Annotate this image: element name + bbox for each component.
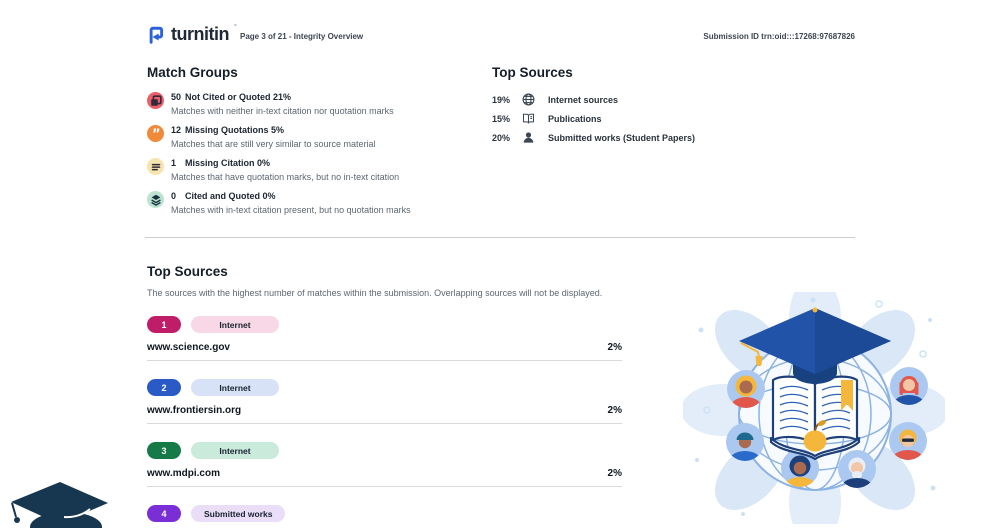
quotes-icon: ” bbox=[147, 125, 164, 142]
top-sources-subtitle: The sources with the highest number of m… bbox=[147, 288, 603, 298]
avatar bbox=[781, 449, 819, 487]
turnitin-logo-icon bbox=[149, 26, 164, 44]
avatar bbox=[726, 423, 764, 461]
person-icon bbox=[522, 131, 548, 144]
row-divider bbox=[147, 423, 622, 424]
source-type-label: Publications bbox=[548, 113, 602, 124]
source-type-label: Internet sources bbox=[548, 94, 619, 105]
match-description: Matches with in-text citation present, b… bbox=[171, 205, 411, 215]
book-icon bbox=[522, 112, 548, 125]
match-count: 1 bbox=[171, 158, 177, 168]
source-percent: 2% bbox=[607, 342, 622, 353]
bookmark bbox=[841, 380, 853, 411]
source-type-row: 19% Internet sources bbox=[492, 93, 618, 106]
match-label: Cited and Quoted 0% bbox=[185, 191, 276, 201]
citation-lines-icon bbox=[147, 158, 164, 175]
submission-id: Submission ID trn:oid:::17268:97687826 bbox=[703, 32, 855, 41]
avatar bbox=[890, 367, 928, 405]
match-count: 12 bbox=[171, 125, 182, 135]
apple bbox=[803, 420, 827, 452]
match-count: 50 bbox=[171, 92, 182, 102]
match-label: Missing Quotations 5% bbox=[185, 125, 285, 135]
match-label: Not Cited or Quoted 21% bbox=[185, 92, 292, 102]
source-row: 4 Submitted works bbox=[147, 505, 622, 522]
source-percent: 2% bbox=[607, 468, 622, 479]
source-type-row: 20% Submitted works (Student Papers) bbox=[492, 131, 695, 144]
source-type-tag: Internet bbox=[191, 316, 279, 333]
source-url: www.mdpi.com bbox=[147, 468, 220, 479]
copy-icon bbox=[147, 92, 164, 109]
graduation-cap bbox=[739, 307, 891, 384]
source-type-tag: Internet bbox=[191, 442, 279, 459]
open-book bbox=[769, 375, 861, 461]
graduation-cap-silhouette bbox=[11, 482, 108, 528]
avatar bbox=[727, 370, 765, 408]
brand-wordmark: turnitin bbox=[171, 24, 229, 44]
source-url: www.frontiersin.org bbox=[147, 405, 242, 416]
source-url: www.science.gov bbox=[147, 342, 230, 353]
match-group-item: 0 Cited and Quoted 0% Matches with in-tex… bbox=[147, 191, 487, 216]
match-count: 0 bbox=[171, 191, 177, 201]
match-label: Missing Citation 0% bbox=[185, 158, 271, 168]
top-sources-overview-title: Top Sources bbox=[492, 65, 573, 80]
brand-trademark: ° bbox=[233, 24, 237, 31]
match-group-item: 1 Missing Citation 0% Matches that have q… bbox=[147, 158, 487, 183]
match-description: Matches that have quotation marks, but n… bbox=[171, 172, 400, 182]
top-sources-detail-title: Top Sources bbox=[147, 264, 228, 279]
avatar bbox=[838, 450, 876, 488]
match-group-item: 50 Not Cited or Quoted 21% Matches with n… bbox=[147, 92, 487, 117]
row-divider bbox=[147, 360, 622, 361]
source-type-percent: 20% bbox=[492, 132, 511, 143]
page-indicator: Page 3 of 21 - Integrity Overview bbox=[240, 32, 364, 41]
source-rank-badge: 2 bbox=[147, 379, 181, 396]
source-rank-badge: 3 bbox=[147, 442, 181, 459]
source-type-row: 15% Publications bbox=[492, 112, 602, 125]
globe-icon bbox=[522, 93, 548, 106]
source-row: 1 Internet www.science.gov 2% bbox=[147, 316, 622, 361]
turnitin-logo: turnitin ° bbox=[145, 22, 237, 46]
source-type-percent: 19% bbox=[492, 94, 511, 105]
svg-text:”: ” bbox=[152, 127, 161, 142]
avatar bbox=[889, 422, 927, 460]
source-type-tag: Internet bbox=[191, 379, 279, 396]
source-rank-badge: 1 bbox=[147, 316, 181, 333]
section-divider bbox=[145, 237, 855, 238]
source-type-percent: 15% bbox=[492, 113, 511, 124]
layers-icon bbox=[147, 191, 164, 208]
row-divider bbox=[147, 486, 622, 487]
match-groups-title: Match Groups bbox=[147, 65, 238, 80]
source-type-label: Submitted works (Student Papers) bbox=[548, 132, 696, 143]
source-type-tag: Submitted works bbox=[191, 505, 286, 522]
source-rank-badge: 4 bbox=[147, 505, 181, 522]
source-percent: 2% bbox=[607, 405, 622, 416]
source-row: 3 Internet www.mdpi.com 2% bbox=[147, 442, 622, 487]
source-row: 2 Internet www.frontiersin.org 2% bbox=[147, 379, 622, 424]
match-description: Matches that are still very similar to s… bbox=[171, 139, 376, 149]
global-education-illustration bbox=[683, 292, 945, 524]
match-description: Matches with neither in-text citation no… bbox=[171, 106, 394, 116]
match-group-item: ” 12 Missing Quotations 5% Matches that a… bbox=[147, 125, 487, 150]
